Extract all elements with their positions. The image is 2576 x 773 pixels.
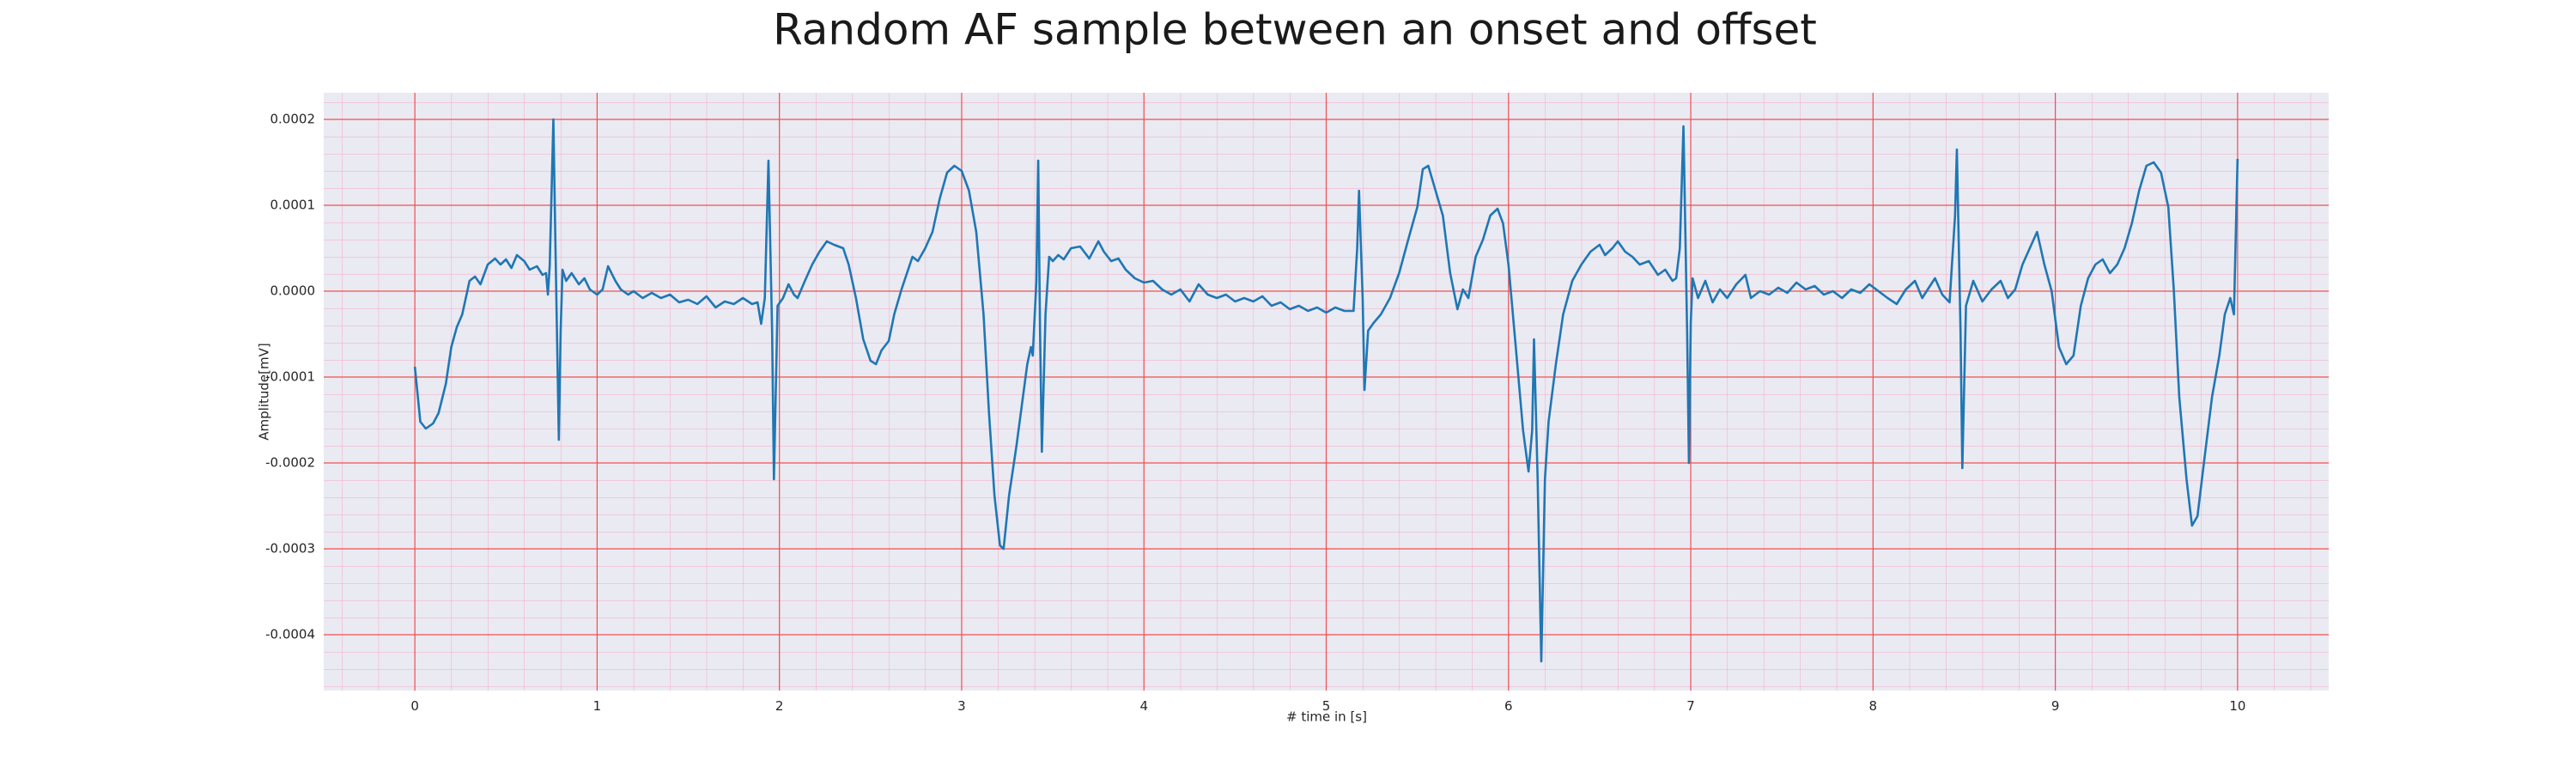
x-tick-label: 2 xyxy=(775,698,784,714)
x-tick-label: 0 xyxy=(410,698,419,714)
x-tick-label: 1 xyxy=(593,698,602,714)
y-tick-label: 0.0001 xyxy=(270,198,316,213)
y-tick-label: 0.0000 xyxy=(270,283,316,299)
x-tick-label: 6 xyxy=(1504,698,1513,714)
x-tick-label: 9 xyxy=(2051,698,2060,714)
x-axis-label: # time in [s] xyxy=(1286,709,1367,725)
x-tick-label: 4 xyxy=(1139,698,1148,714)
signal-line xyxy=(413,118,2239,663)
x-tick-label: 8 xyxy=(1869,698,1878,714)
y-tick-label: -0.0002 xyxy=(265,455,315,471)
x-tick-label: 7 xyxy=(1686,698,1695,714)
x-tick-label: 3 xyxy=(957,698,966,714)
x-tick-label: 10 xyxy=(2229,698,2245,714)
y-tick-label: -0.0001 xyxy=(265,369,315,385)
y-tick-label: 0.0002 xyxy=(270,112,316,127)
y-tick-label: -0.0003 xyxy=(265,541,315,557)
chart-title: Random AF sample between an onset and of… xyxy=(773,5,1817,55)
y-axis-label: Amplitude[mV] xyxy=(257,343,272,440)
x-tick-label: 5 xyxy=(1322,698,1331,714)
y-tick-label: -0.0004 xyxy=(265,627,315,642)
